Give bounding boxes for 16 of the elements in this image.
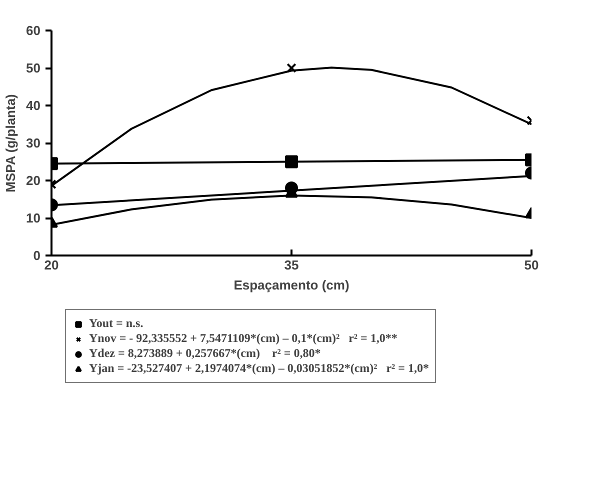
legend-label: Yjan = -23,527407 + 2,1974074*(cm) – 0,03051852*(cm)² r² = 1,0* xyxy=(89,361,429,376)
y-tick-label: 40 xyxy=(26,98,41,113)
x-tick-label: 50 xyxy=(524,258,539,272)
legend-label: Yout = n.s. xyxy=(89,316,144,331)
y-tick-label: 20 xyxy=(26,173,41,188)
legend-label: Ynov = - 92,335552 + 7,5471109*(cm) – 0,1*(cm)² r² = 1,0** xyxy=(89,331,398,346)
x-tick-label: 35 xyxy=(284,258,299,272)
y-tick-label: 60 xyxy=(26,23,41,38)
y-tick-label: 30 xyxy=(26,136,41,150)
y-tick-label: 10 xyxy=(26,210,41,226)
legend-label: Ydez = 8,273889 + 0,257667*(cm) r² = 0,80* xyxy=(89,346,321,361)
y-axis-title: MSPA (g/planta) xyxy=(3,94,18,192)
y-tick-label: 0 xyxy=(33,248,41,263)
x-tick-label: 20 xyxy=(44,258,59,272)
x-axis-title: Espaçamento (cm) xyxy=(234,278,350,292)
y-tick-label: 50 xyxy=(26,60,41,76)
